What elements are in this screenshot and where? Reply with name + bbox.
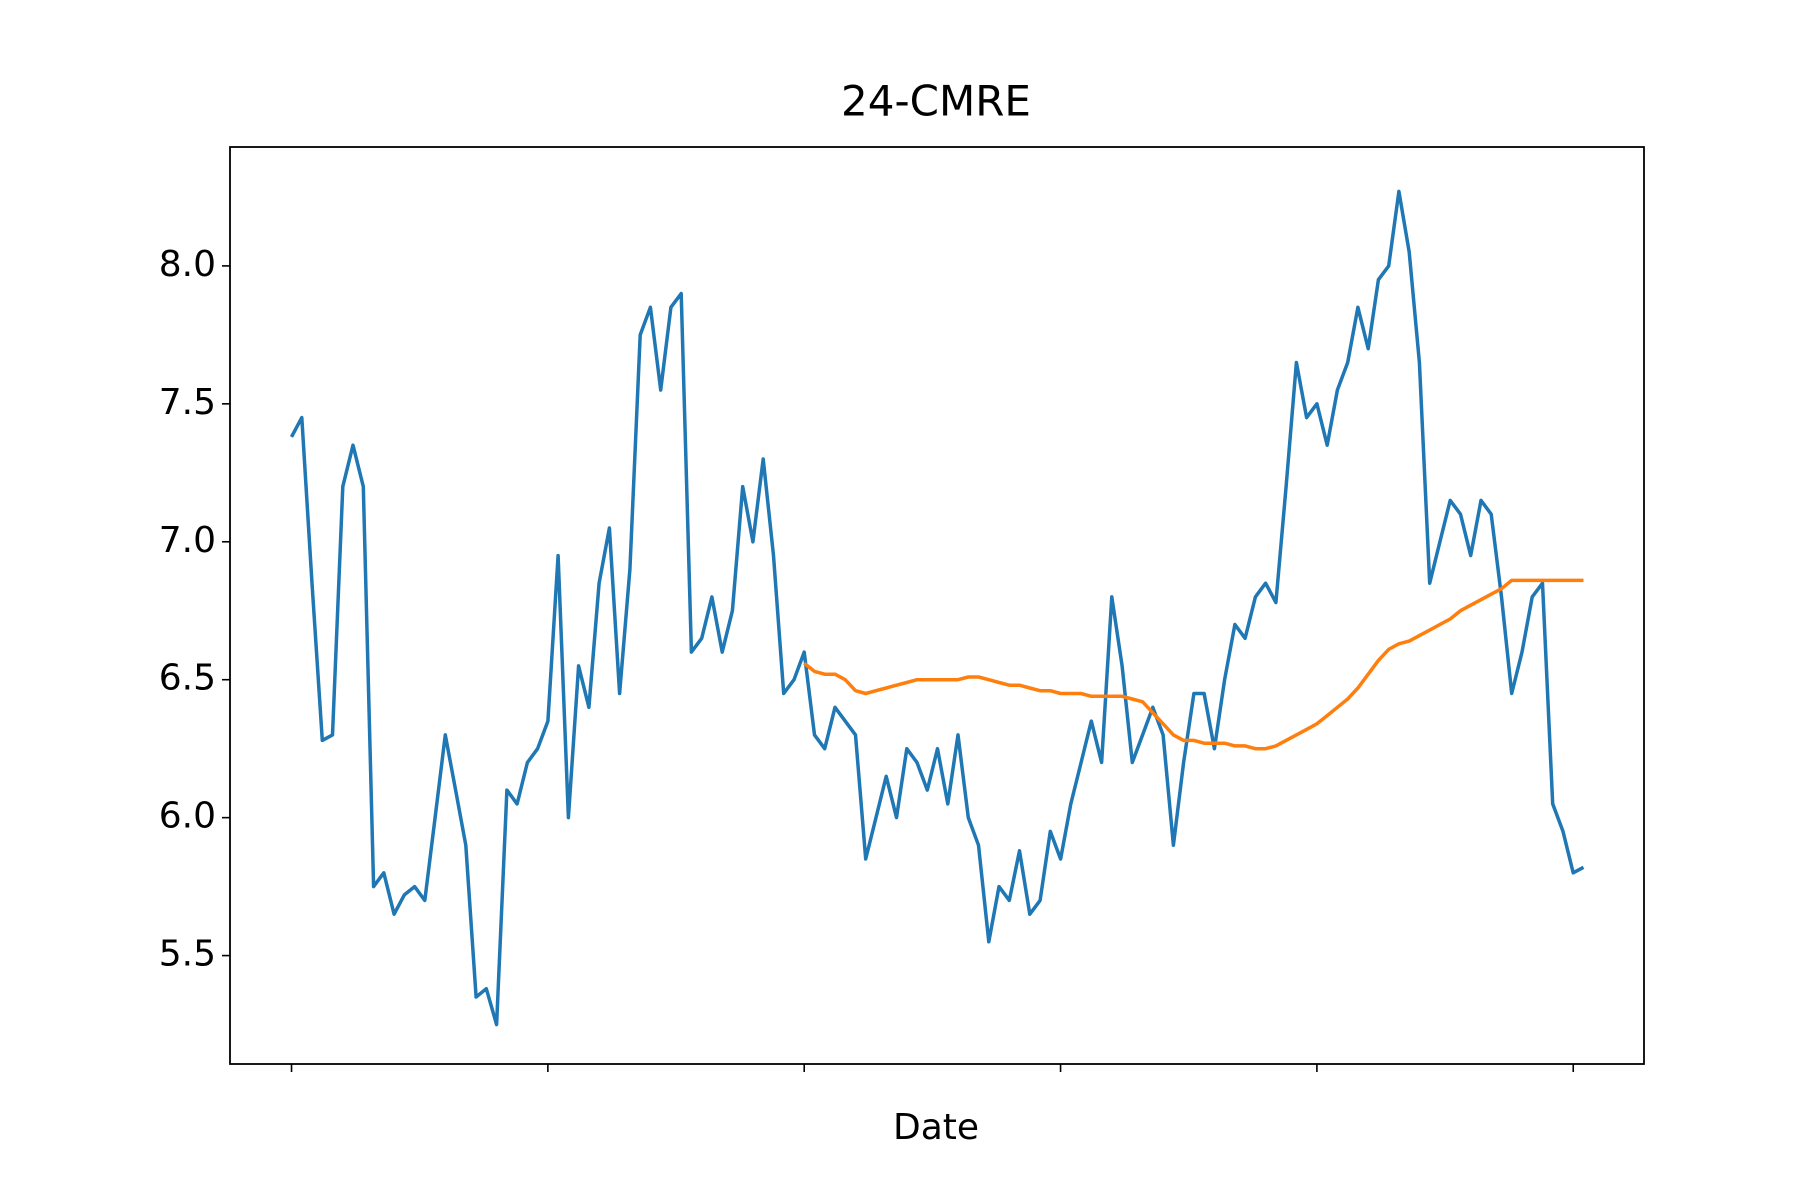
y-tick-label: 7.5 bbox=[159, 382, 216, 423]
y-tick-label: 7.0 bbox=[159, 520, 216, 561]
series-line bbox=[289, 189, 1585, 1027]
plot-frame bbox=[229, 146, 1645, 1065]
series-line bbox=[803, 578, 1584, 751]
y-tick-label: 8.0 bbox=[159, 244, 216, 285]
y-tick-label: 6.0 bbox=[159, 796, 216, 837]
x-axis-label: Date bbox=[893, 1107, 979, 1148]
y-tick-label: 5.5 bbox=[159, 934, 216, 975]
chart-title: 24-CMRE bbox=[841, 77, 1031, 126]
y-tick-label: 6.5 bbox=[159, 658, 216, 699]
